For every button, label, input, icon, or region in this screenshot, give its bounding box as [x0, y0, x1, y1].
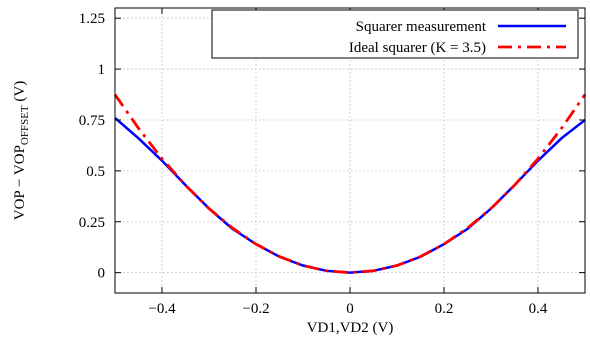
tick-labels: −0.4 −0.2 0 0.2 0.4 0 0.25 0.5 0.75 1 1.25	[79, 11, 548, 317]
x-tick-label: 0	[346, 301, 354, 317]
x-axis-label: VD1,VD2 (V)	[307, 320, 394, 336]
y-axis-label-subscript: OFFSET	[19, 105, 31, 145]
legend-box	[211, 9, 579, 59]
legend: Squarer measurement Ideal squarer (K = 3…	[211, 9, 579, 59]
series-line-ideal-squarer	[113, 93, 587, 275]
x-tick-label: −0.4	[148, 301, 176, 317]
y-tick-label: 1	[98, 62, 106, 78]
y-tick-label: 0	[98, 266, 106, 282]
x-tick-label: 0.4	[529, 301, 548, 317]
legend-label-squarer-measurement: Squarer measurement	[356, 19, 487, 35]
y-axis-label-unit: (V)	[12, 81, 28, 106]
y-tick-label: 0.25	[79, 215, 105, 231]
x-tick-label: 0.2	[435, 301, 454, 317]
y-axis-label-main: VOP − VOP	[12, 145, 28, 220]
y-axis-label: VOP − VOPOFFSET (V)	[12, 81, 31, 220]
y-tick-label: 0.5	[86, 164, 105, 180]
y-tick-label: 0.75	[79, 113, 105, 129]
series-layer	[113, 93, 587, 275]
x-tick-label: −0.2	[242, 301, 269, 317]
y-tick-label: 1.25	[79, 11, 105, 27]
legend-label-ideal-squarer: Ideal squarer (K = 3.5)	[349, 40, 486, 56]
